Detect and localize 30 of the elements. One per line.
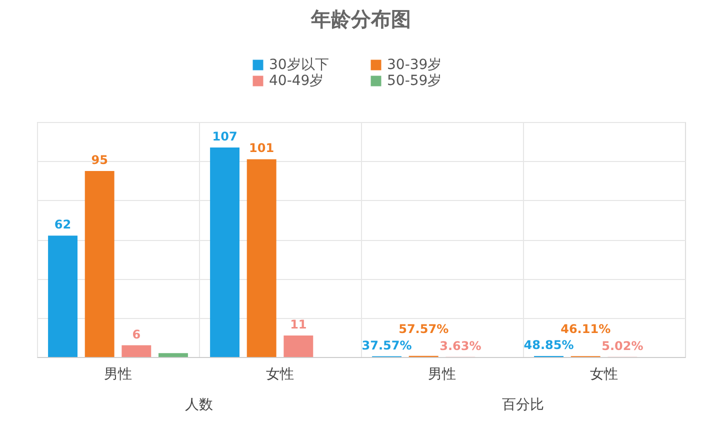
bar <box>210 147 240 357</box>
data-label: 37.57% <box>362 338 412 352</box>
bar <box>246 159 276 357</box>
bar <box>122 345 152 357</box>
data-label: 107 <box>212 129 238 144</box>
legend-label: 50-59岁 <box>387 73 442 89</box>
data-label: 62 <box>54 218 72 232</box>
data-label: 46.11% <box>560 322 611 336</box>
x-tick-label: 男性 <box>428 366 456 382</box>
data-label: 57.57% <box>398 322 449 336</box>
data-label: 6 <box>132 327 141 342</box>
text: 百分比 <box>502 397 544 413</box>
bar <box>84 170 114 357</box>
legend-label: 30-39岁 <box>387 57 442 73</box>
data-label: 48.85% <box>524 338 574 352</box>
bar <box>158 353 188 357</box>
chart-title: 年龄分布图 <box>310 7 411 31</box>
legend-label: 40-49岁 <box>269 73 324 89</box>
data-label: 11 <box>290 317 307 332</box>
bar <box>284 335 314 357</box>
bar <box>48 236 78 357</box>
text: 人数 <box>185 397 213 413</box>
legend-label: 30岁以下 <box>269 57 329 73</box>
x-tick-label: 女性 <box>266 366 294 382</box>
data-label: 5.02% <box>602 338 644 353</box>
data-label: 101 <box>249 141 274 156</box>
data-label: 3.63% <box>440 338 482 353</box>
x-tick-label: 男性 <box>104 366 132 382</box>
data-label: 95 <box>91 152 108 167</box>
x-tick-label: 女性 <box>590 366 618 382</box>
